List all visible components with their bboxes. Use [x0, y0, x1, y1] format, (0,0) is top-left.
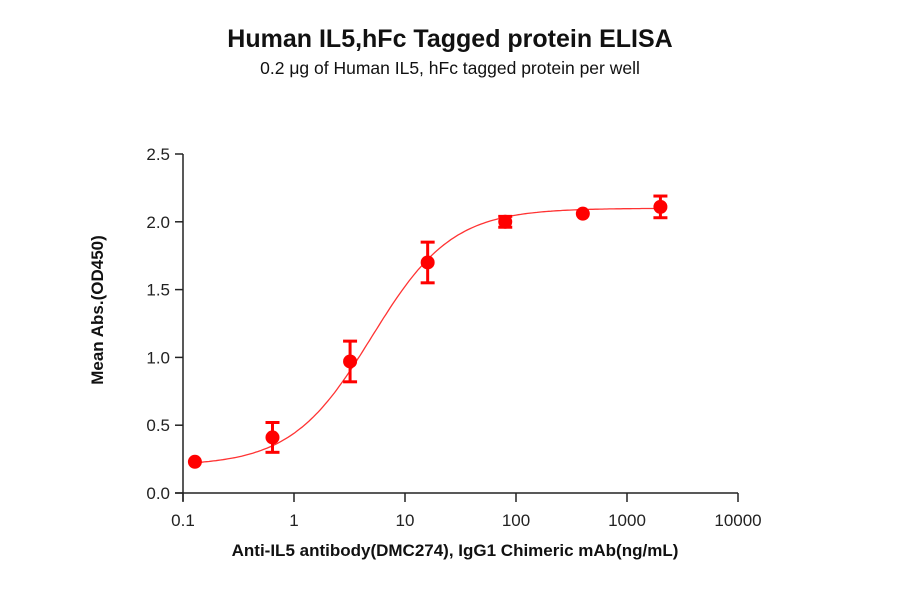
x-tick-label: 1	[289, 511, 298, 530]
data-point	[343, 339, 358, 384]
y-tick-label: 2.0	[146, 213, 170, 232]
axes: 0.0 0.5 1.0 1.5 2.0 2.5 0.1 1 10 100 1000 10000	[146, 145, 761, 530]
data-point	[575, 206, 590, 221]
x-tick-label: 100	[502, 511, 530, 530]
data-point	[653, 194, 668, 220]
data-point	[498, 214, 513, 229]
chart-subtitle: 0.2 μg of Human IL5, hFc tagged protein …	[260, 58, 640, 78]
y-tick-label: 0.0	[146, 484, 170, 503]
y-tick-label: 2.5	[146, 145, 170, 164]
y-tick-label: 0.5	[146, 416, 170, 435]
data-point	[265, 420, 280, 454]
x-tick-label: 0.1	[171, 511, 195, 530]
data-points	[187, 194, 668, 469]
data-point	[420, 240, 435, 285]
x-tick-label: 10000	[714, 511, 761, 530]
x-tick-label: 10	[396, 511, 415, 530]
chart-title: Human IL5,hFc Tagged protein ELISA	[227, 25, 673, 53]
x-axis-label: Anti-IL5 antibody(DMC274), IgG1 Chimeric…	[231, 541, 679, 560]
y-tick-label: 1.0	[146, 348, 170, 367]
data-point	[187, 454, 202, 469]
y-tick-label: 1.5	[146, 281, 170, 300]
x-tick-label: 1000	[608, 511, 646, 530]
